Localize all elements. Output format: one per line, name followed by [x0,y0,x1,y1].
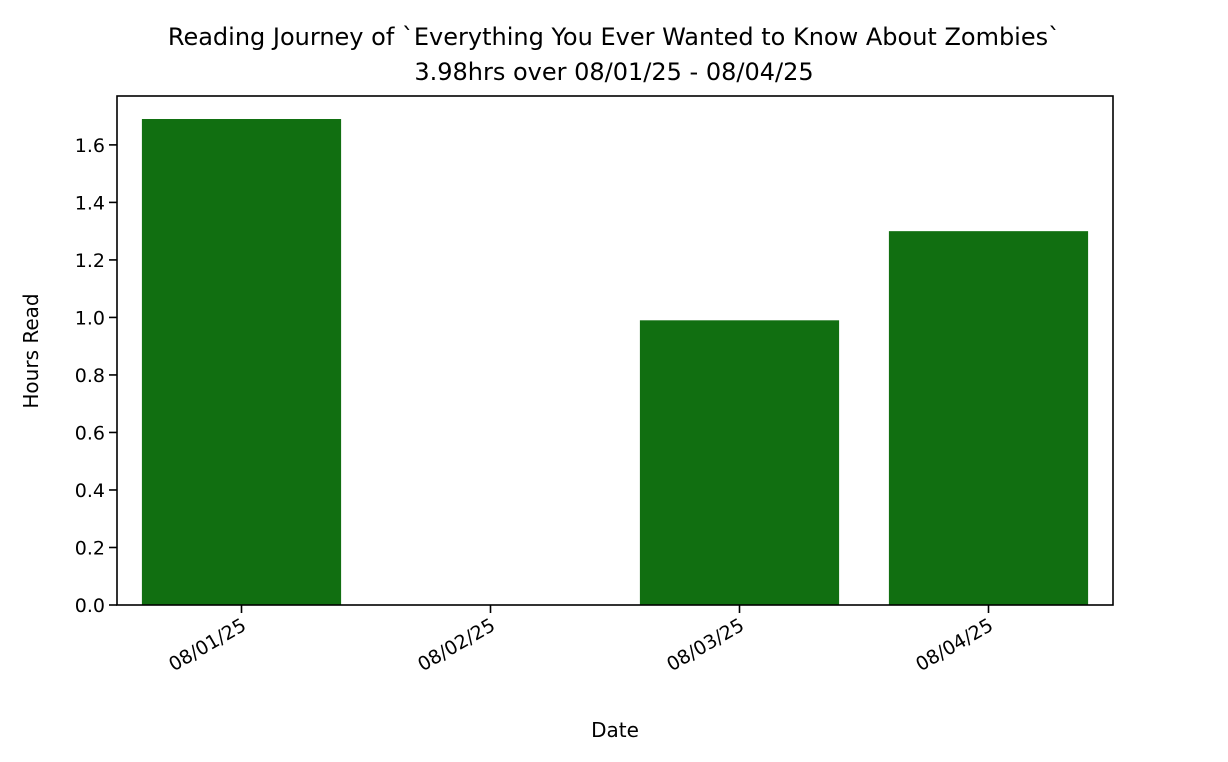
y-axis-label: Hours Read [19,293,43,408]
y-tick-label: 0.2 [75,537,105,559]
y-tick-label: 1.2 [75,250,105,272]
y-tick-label: 1.4 [75,192,105,214]
bar-08-01-25 [141,119,342,606]
y-tick-label: 0.8 [75,365,105,387]
chart-title: Reading Journey of `Everything You Ever … [168,23,1060,51]
bar-08-03-25 [639,320,840,605]
x-tick-label: 08/04/25 [912,614,997,676]
x-tick-label: 08/03/25 [663,614,748,676]
y-tick-label: 0.4 [75,480,105,502]
bar-08-04-25 [888,231,1089,605]
y-tick-label: 0.0 [75,595,105,617]
y-tick-label: 0.6 [75,422,105,444]
x-axis-label: Date [591,718,639,742]
y-tick-label: 1.6 [75,135,105,157]
x-tick-label: 08/01/25 [165,614,250,676]
chart-subtitle: 3.98hrs over 08/01/25 - 08/04/25 [414,58,813,86]
x-axis: 08/01/25 08/02/25 08/03/25 08/04/25 [165,605,997,676]
plot-area-frame [116,95,1114,606]
y-tick-label: 1.0 [75,307,105,329]
bars-group [141,119,1089,606]
x-tick-label: 08/02/25 [414,614,499,676]
y-axis: 0.0 0.2 0.4 0.6 0.8 1.0 1.2 1.4 1.6 [75,135,117,617]
